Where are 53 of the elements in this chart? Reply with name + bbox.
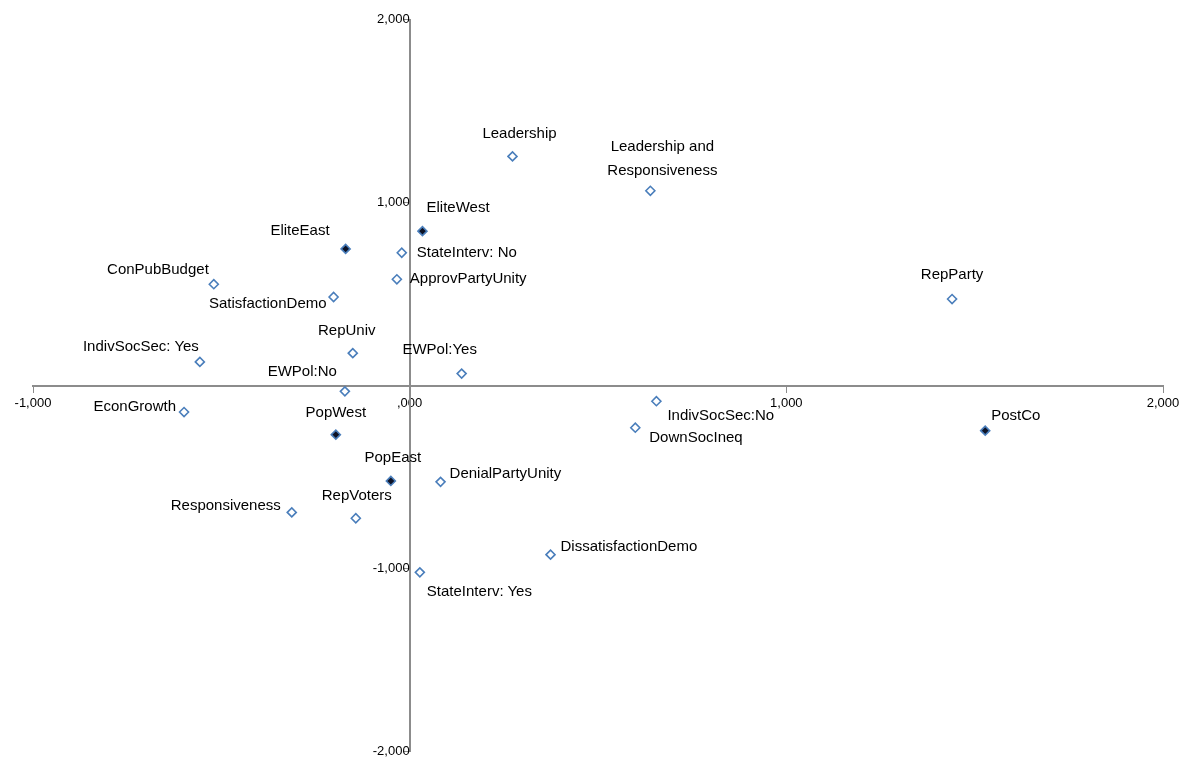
point bbox=[178, 406, 190, 418]
point bbox=[328, 291, 339, 303]
annotation: IndivSocSec: Yes bbox=[82, 337, 199, 355]
point bbox=[435, 476, 446, 488]
point bbox=[414, 567, 426, 578]
point bbox=[456, 368, 467, 379]
point bbox=[979, 425, 991, 436]
point bbox=[347, 347, 359, 359]
annotation: PopWest bbox=[305, 402, 367, 420]
point bbox=[194, 356, 206, 368]
annotation: SatisfactionDemo bbox=[209, 294, 327, 312]
annotation: PostCo bbox=[991, 405, 1041, 423]
annotation: EliteWest bbox=[426, 198, 491, 216]
point bbox=[208, 278, 220, 290]
point bbox=[391, 273, 403, 285]
point bbox=[330, 429, 342, 440]
annotation: EWPol:Yes bbox=[402, 339, 477, 357]
annotation: EWPol:No bbox=[267, 362, 337, 380]
annotation: DownSocIneq bbox=[649, 427, 743, 445]
point bbox=[350, 512, 362, 524]
y-tick-label: -2,000 bbox=[372, 742, 410, 758]
point bbox=[651, 395, 662, 407]
annotation: ApprovPartyUnity bbox=[409, 269, 528, 287]
x-tick-label: 2,000 bbox=[1146, 394, 1180, 410]
point bbox=[339, 386, 351, 397]
y-tick-label: -1,000 bbox=[372, 559, 410, 575]
point bbox=[629, 422, 641, 434]
y-tick-label: 2,000 bbox=[377, 11, 410, 27]
point bbox=[340, 243, 351, 255]
point bbox=[286, 507, 298, 518]
annotation: RepUniv bbox=[318, 321, 377, 339]
annotation: EliteEast bbox=[270, 221, 331, 239]
y-tick-label: 1,000 bbox=[377, 194, 410, 210]
annotation: EconGrowth bbox=[93, 397, 177, 415]
annotation: Leadership and Responsiveness bbox=[607, 136, 718, 178]
point bbox=[385, 475, 397, 487]
point bbox=[946, 293, 958, 305]
x-tick-label: -1,000 bbox=[14, 394, 52, 410]
annotation: DenialPartyUnity bbox=[449, 464, 562, 481]
point bbox=[417, 225, 428, 237]
annotation: PopEast bbox=[364, 448, 423, 466]
annotation: RepParty bbox=[920, 265, 984, 283]
annotation: RepVoters bbox=[321, 486, 392, 504]
annotation: StateInterv: Yes bbox=[426, 581, 532, 599]
annotation: ConPubBudget bbox=[107, 260, 210, 278]
annotation: DissatisfactionDemo bbox=[560, 536, 698, 554]
annotation: Leadership bbox=[482, 123, 557, 141]
point bbox=[645, 185, 656, 197]
point bbox=[396, 247, 408, 259]
point bbox=[545, 549, 556, 560]
annotation: StateInterv: No bbox=[416, 242, 517, 260]
point bbox=[507, 151, 518, 162]
annotation: Responsiveness bbox=[170, 495, 281, 513]
